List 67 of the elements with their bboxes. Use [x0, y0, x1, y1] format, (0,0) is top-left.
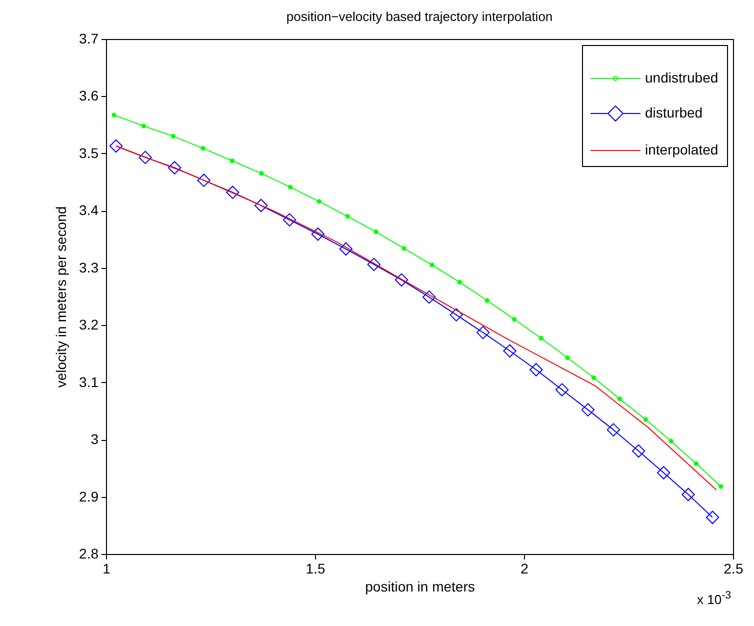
- point: [311, 228, 325, 241]
- point: [643, 417, 648, 422]
- point: [367, 258, 381, 272]
- point: [109, 139, 123, 153]
- point: [565, 355, 570, 360]
- point: [394, 273, 408, 287]
- point: [484, 298, 490, 303]
- point: [591, 375, 596, 380]
- y-tick-label: 3.3: [79, 259, 99, 276]
- point: [718, 484, 724, 489]
- point: [316, 199, 322, 204]
- point: [668, 438, 674, 444]
- point: [617, 396, 622, 402]
- point: [581, 403, 595, 416]
- point: [226, 186, 240, 199]
- point: [112, 112, 116, 118]
- y-tick-label: 3.4: [79, 202, 99, 218]
- y-tick-label: 3: [90, 431, 99, 448]
- point: [476, 326, 490, 340]
- point: [402, 246, 406, 251]
- chart-title: position−velocity based trajectory interpolation: [286, 9, 553, 24]
- point: [538, 336, 544, 341]
- point: [141, 124, 146, 128]
- legend-label: undistrubed: [645, 70, 718, 86]
- point: [503, 344, 516, 358]
- x-tick-label: 1.5: [306, 560, 326, 576]
- point: [339, 242, 353, 256]
- point: [259, 171, 264, 176]
- y-tick-label: 2.8: [79, 546, 99, 562]
- y-tick-label: 3.1: [79, 374, 99, 390]
- point: [345, 214, 350, 219]
- point: [706, 510, 720, 524]
- x-axis-title: position in meters: [365, 578, 475, 594]
- y-tick-label: 3.7: [79, 30, 99, 46]
- point: [230, 158, 235, 164]
- point: [422, 290, 436, 304]
- point: [632, 444, 646, 458]
- point: [682, 488, 695, 502]
- point: [168, 161, 182, 174]
- point: [457, 280, 462, 285]
- legend-label: interpolated: [645, 142, 718, 158]
- point: [606, 423, 620, 436]
- y-tick-label: 2.9: [79, 488, 99, 504]
- point: [170, 134, 176, 139]
- point: [200, 146, 206, 151]
- point: [656, 466, 670, 480]
- point: [254, 198, 268, 212]
- y-axis-title: velocity in meters per second: [53, 206, 70, 388]
- x-tick-label: 2: [520, 560, 529, 576]
- text: x 10$^{-3}$: [697, 590, 732, 608]
- point: [288, 184, 293, 190]
- point: [430, 262, 434, 268]
- point: [374, 230, 378, 234]
- x-tick-label: 2.5: [724, 560, 744, 576]
- point: [555, 383, 569, 396]
- point: [530, 363, 543, 376]
- y-tick-label: 3.6: [79, 88, 99, 104]
- y-tick-label: 3.5: [79, 144, 99, 161]
- point: [512, 317, 517, 322]
- legend-label: disturbed: [645, 104, 703, 120]
- point: [282, 213, 296, 226]
- x-tick-label: 1: [102, 560, 111, 576]
- point: [197, 174, 210, 187]
- point: [694, 461, 699, 466]
- point: [450, 308, 463, 322]
- y-tick-label: 3.2: [79, 316, 99, 333]
- point: [138, 150, 152, 164]
